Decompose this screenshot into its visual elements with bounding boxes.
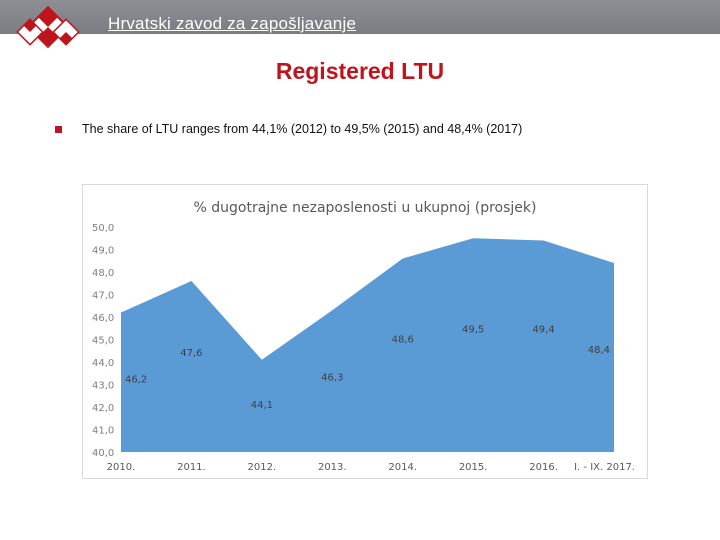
y-tick-label: 47,0 bbox=[92, 291, 114, 302]
header-bar bbox=[0, 0, 720, 34]
x-tick-label: 2015. bbox=[459, 462, 488, 473]
y-tick-label: 50,0 bbox=[92, 223, 114, 234]
chart-frame: % dugotrajne nezaposlenosti u ukupnoj (p… bbox=[82, 184, 648, 479]
data-label: 49,5 bbox=[462, 324, 484, 335]
data-label: 48,4 bbox=[588, 345, 610, 356]
data-label: 46,2 bbox=[125, 375, 147, 386]
y-tick-label: 48,0 bbox=[92, 268, 114, 279]
data-label: 48,6 bbox=[392, 335, 414, 346]
y-tick-label: 41,0 bbox=[92, 426, 114, 437]
y-tick-label: 49,0 bbox=[92, 246, 114, 257]
organization-name: Hrvatski zavod za zapošljavanje bbox=[108, 14, 357, 33]
hzz-logo-icon bbox=[16, 5, 80, 49]
y-tick-label: 45,0 bbox=[92, 336, 114, 347]
y-tick-label: 42,0 bbox=[92, 403, 114, 414]
bullet-marker bbox=[55, 126, 62, 133]
x-tick-label: 2010. bbox=[107, 462, 136, 473]
x-tick-label: 2011. bbox=[177, 462, 206, 473]
data-label: 49,4 bbox=[532, 325, 554, 336]
x-axis: 2010. 2011. 2012. 2013. 2014. 2015. 2016. I. - … bbox=[107, 462, 635, 473]
x-tick-label: 2014. bbox=[388, 462, 417, 473]
x-tick-label: 2016. bbox=[529, 462, 558, 473]
ltu-area-chart: % dugotrajne nezaposlenosti u ukupnoj (p… bbox=[92, 200, 635, 473]
data-labels: 46,2 47,6 44,1 46,3 48,6 49,5 49,4 48,4 bbox=[125, 324, 610, 411]
ltu-area-series bbox=[121, 238, 614, 452]
chart-title: % dugotrajne nezaposlenosti u ukupnoj (p… bbox=[194, 200, 537, 216]
x-tick-label: 2013. bbox=[318, 462, 347, 473]
y-tick-label: 46,0 bbox=[92, 313, 114, 324]
x-tick-label: 2012. bbox=[248, 462, 277, 473]
slide-title: Registered LTU bbox=[275, 58, 445, 84]
y-tick-label: 43,0 bbox=[92, 381, 114, 392]
y-axis: 40,0 41,0 42,0 43,0 44,0 45,0 46,0 47,0 48,0 49,0… bbox=[92, 223, 114, 459]
x-tick-label: I. - IX. 2017. bbox=[574, 462, 635, 473]
plot-area bbox=[121, 238, 614, 452]
y-tick-label: 40,0 bbox=[92, 448, 114, 459]
data-label: 44,1 bbox=[251, 400, 273, 411]
bullet-text: The share of LTU ranges from 44,1% (2012… bbox=[82, 122, 523, 136]
y-tick-label: 44,0 bbox=[92, 358, 114, 369]
data-label: 47,6 bbox=[180, 348, 202, 359]
data-label: 46,3 bbox=[321, 372, 343, 383]
